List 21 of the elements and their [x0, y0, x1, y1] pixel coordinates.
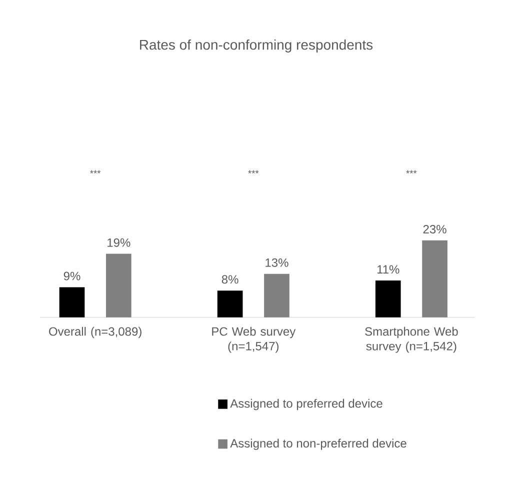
bar	[264, 274, 290, 318]
bar	[106, 254, 132, 318]
data-label: 23%	[423, 224, 446, 234]
legend-label: Assigned to preferred device	[230, 398, 382, 410]
data-label: 9%	[64, 272, 80, 280]
data-label: 19%	[108, 238, 130, 247]
bar	[217, 290, 243, 318]
data-label: 13%	[266, 258, 288, 267]
text: ***	[90, 170, 101, 174]
bar	[59, 287, 85, 318]
chart-title: Rates of non-conforming respondents	[140, 39, 373, 53]
x-tick-label: PC Web survey (n=1,547)	[212, 326, 296, 353]
bar	[422, 240, 448, 318]
bar	[375, 280, 401, 318]
x-tick-label: Smartphone Web survey (n=1,542)	[365, 326, 458, 353]
data-label: 11%	[377, 265, 400, 274]
text: ***	[248, 170, 259, 174]
legend-label: Assigned to non-preferred device	[230, 438, 406, 450]
text: ***	[406, 170, 417, 174]
x-tick-label: Overall (n=3,089)	[49, 326, 142, 338]
data-label: 8%	[222, 275, 238, 284]
